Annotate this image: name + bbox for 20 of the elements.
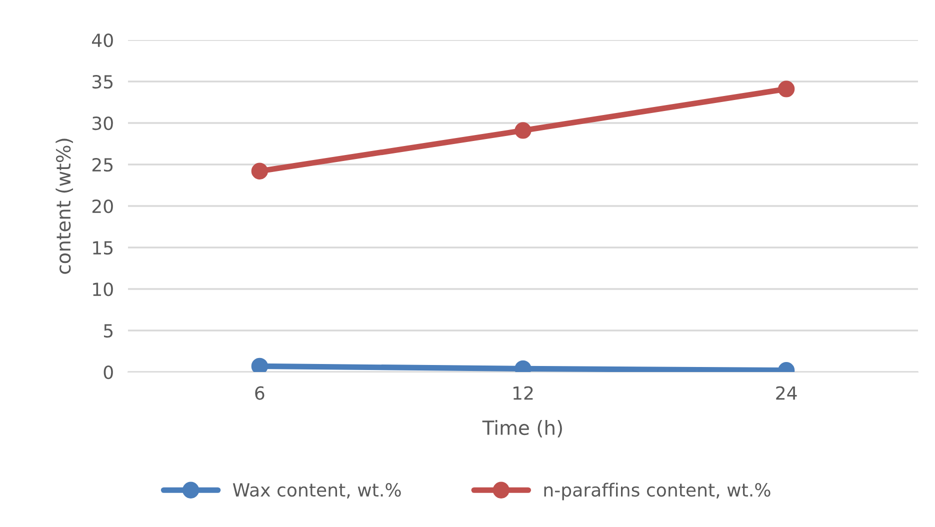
y-tick-label: 20 bbox=[92, 199, 113, 214]
y-tick-label: 30 bbox=[92, 116, 113, 130]
y-tick-label: 35 bbox=[92, 74, 113, 89]
x-tick-label: 6 bbox=[255, 386, 264, 400]
y-tick-label: 40 bbox=[92, 33, 113, 48]
x-tick-label: 24 bbox=[776, 386, 797, 400]
point bbox=[514, 122, 532, 139]
y-tick-label: 0 bbox=[104, 365, 113, 380]
x-axis-title: Time (h) bbox=[482, 420, 562, 438]
point bbox=[778, 80, 795, 98]
legend-label: Wax content, wt.% bbox=[232, 483, 401, 499]
y-tick-label: 5 bbox=[104, 324, 113, 338]
y-tick-label: 10 bbox=[93, 282, 113, 296]
point bbox=[251, 358, 268, 372]
y-axis-title: content (wt%) bbox=[56, 138, 73, 274]
y-tick-label: 15 bbox=[93, 241, 113, 255]
y-tick-label: 25 bbox=[92, 158, 113, 172]
point bbox=[251, 162, 268, 180]
legend-label: n-paraffins content, wt.% bbox=[544, 482, 770, 500]
x-tick-label: 12 bbox=[513, 386, 533, 400]
